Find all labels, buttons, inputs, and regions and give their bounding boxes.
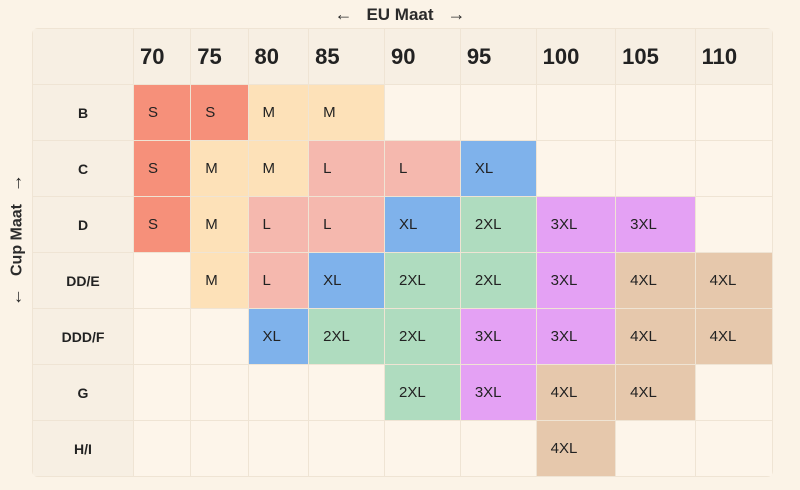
size-cell [694,196,773,253]
size-cell: 2XL [383,252,461,309]
size-cell: M [247,140,310,197]
size-cell [535,84,617,141]
table-row: DD/E M L XL 2XL 2XL 3XL 4XL 4XL [32,252,773,309]
cup-size-label: C [32,140,134,197]
size-cell: L [308,140,385,197]
cup-size-label: B [32,84,134,141]
cup-size-title: Cup Maat [8,204,26,276]
size-cell [247,364,310,421]
band-size-header: 80 [247,28,310,85]
size-cell: 3XL [535,308,617,365]
size-cell [132,252,192,309]
band-size-header: 95 [459,28,537,85]
band-size-header: 85 [308,28,385,85]
size-cell: 4XL [694,308,773,365]
size-cell: S [132,196,192,253]
size-cell: 4XL [615,364,696,421]
size-cell: 2XL [383,308,461,365]
size-cell: S [190,84,249,141]
cup-size-label: H/I [32,420,134,477]
size-cell [694,84,773,141]
size-cell: 4XL [694,252,773,309]
size-cell: 2XL [383,364,461,421]
corner-cell [32,28,134,85]
size-cell: 4XL [615,308,696,365]
eu-size-title: EU Maat [366,5,434,24]
size-cell [694,364,773,421]
size-cell: L [308,196,385,253]
size-cell [615,420,696,477]
size-cell [383,420,461,477]
band-size-header: 100 [535,28,617,85]
size-cell [308,420,385,477]
arrow-up-icon: → [5,174,26,192]
size-cell [694,420,773,477]
cup-size-label: DD/E [32,252,134,309]
size-cell: S [132,84,192,141]
size-cell [615,84,696,141]
size-cell [190,308,249,365]
size-cell [383,84,461,141]
cup-size-label: DDD/F [32,308,134,365]
size-cell: M [190,252,249,309]
arrow-left-icon: ← [334,4,353,24]
size-cell: 3XL [459,364,537,421]
band-size-header: 75 [190,28,249,85]
band-size-header: 70 [132,28,192,85]
band-size-header: 90 [383,28,461,85]
size-cell: 2XL [459,252,537,309]
size-cell: M [190,140,249,197]
size-cell [308,364,385,421]
size-cell: L [247,196,310,253]
band-size-header-row: 70 75 80 85 90 95 100 105 110 [32,28,773,85]
size-cell: XL [459,140,537,197]
size-cell: 3XL [459,308,537,365]
size-cell: 4XL [535,364,617,421]
size-cell [459,84,537,141]
size-cell: L [383,140,461,197]
arrow-down-icon: ← [5,288,26,306]
size-cell [132,420,192,477]
size-cell: M [308,84,385,141]
size-cell: XL [247,308,310,365]
size-cell [459,420,537,477]
size-cell: 2XL [308,308,385,365]
cup-size-axis-label: ← Cup Maat → [6,162,27,318]
table-row: DDD/F XL 2XL 2XL 3XL 3XL 4XL 4XL [32,308,773,365]
size-cell: 4XL [535,420,617,477]
table-row: H/I 4XL [32,420,773,477]
size-cell: XL [383,196,461,253]
band-size-header: 105 [615,28,696,85]
size-cell [190,364,249,421]
size-cell: M [190,196,249,253]
size-cell: XL [308,252,385,309]
size-cell [535,140,617,197]
band-size-header: 110 [694,28,773,85]
eu-size-axis-label: ← EU Maat → [0,2,800,26]
size-cell [190,420,249,477]
table-row: D S M L L XL 2XL 3XL 3XL [32,196,773,253]
size-cell: 3XL [615,196,696,253]
size-cell: 3XL [535,252,617,309]
size-cell [132,308,192,365]
size-cell [615,140,696,197]
size-cell: 2XL [459,196,537,253]
size-cell: L [247,252,310,309]
size-cell [694,140,773,197]
size-cell: S [132,140,192,197]
table-row: G 2XL 3XL 4XL 4XL [32,364,773,421]
cup-size-label: D [32,196,134,253]
size-cell [132,364,192,421]
cup-size-label: G [32,364,134,421]
size-cell [247,420,310,477]
table-row: C S M M L L XL [32,140,773,197]
size-cell: 4XL [615,252,696,309]
size-cell: M [247,84,310,141]
size-cell: 3XL [535,196,617,253]
arrow-right-icon: → [447,4,466,24]
